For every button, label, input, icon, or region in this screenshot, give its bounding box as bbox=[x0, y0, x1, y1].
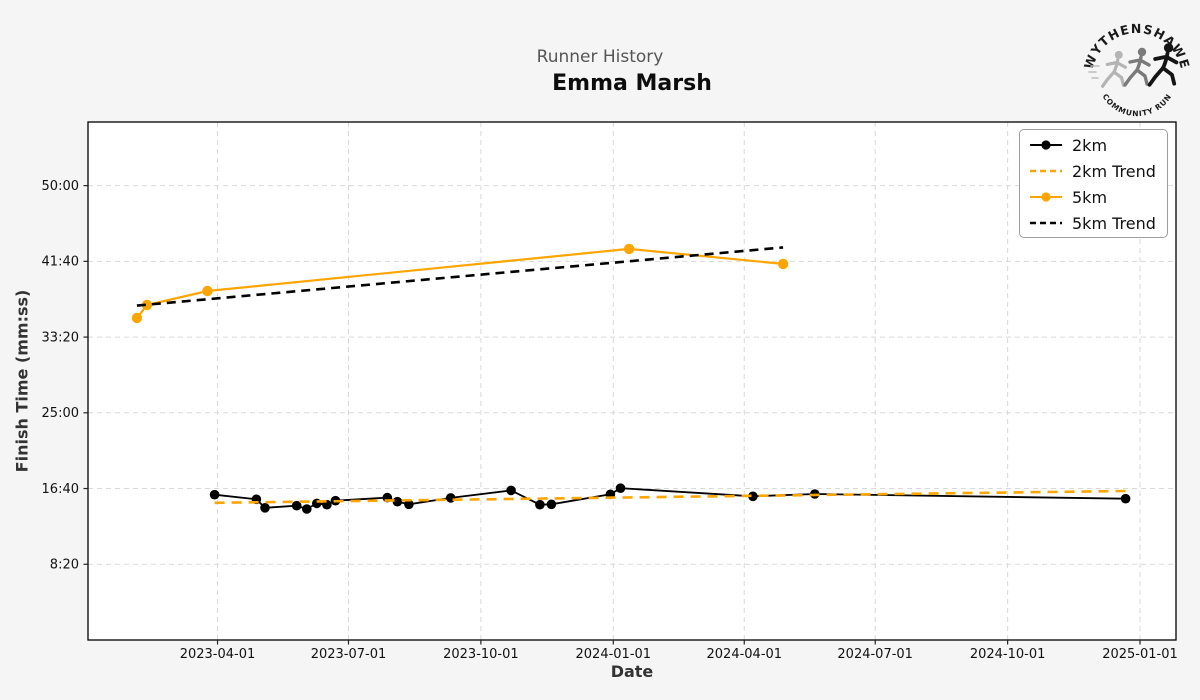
data-point-5km bbox=[202, 285, 213, 297]
data-point-2km bbox=[312, 498, 322, 509]
x-tick-label: 2024-01-01 bbox=[576, 647, 652, 662]
x-axis-label: Date bbox=[610, 662, 654, 681]
legend: 2km 2km Trend 5km 5km Trend bbox=[1019, 129, 1168, 238]
y-tick-label: 25:00 bbox=[42, 406, 79, 421]
data-point-2km bbox=[302, 504, 312, 514]
y-tick-label: 41:40 bbox=[42, 255, 79, 270]
club-logo: WYTHENSHAWE COMMUNITY RUN bbox=[1081, 21, 1192, 118]
y-tick-label: 33:20 bbox=[42, 331, 79, 346]
data-point-2km bbox=[615, 483, 626, 494]
data-point-2km bbox=[260, 503, 270, 513]
data-point-5km bbox=[777, 258, 789, 270]
data-point-2km bbox=[546, 499, 557, 510]
runner-name: Emma Marsh bbox=[552, 71, 712, 96]
data-point-2km bbox=[209, 489, 220, 500]
legend-label: 2km Trend bbox=[1072, 161, 1156, 181]
logo-bottom-arc-text: COMMUNITY RUN bbox=[1101, 92, 1174, 118]
speed-lines-icon bbox=[1088, 65, 1100, 79]
legend-label: 5km Trend bbox=[1072, 213, 1156, 233]
data-point-5km bbox=[141, 299, 153, 311]
legend-sample-2km-trend-icon bbox=[1030, 169, 1062, 173]
legend-sample-5km-trend-icon bbox=[1030, 221, 1062, 225]
x-tick-label: 2024-04-01 bbox=[707, 647, 783, 662]
series-line-5km-trend bbox=[136, 246, 784, 307]
runner-icon-right bbox=[1147, 43, 1179, 87]
data-point-5km bbox=[623, 243, 635, 255]
y-axis-label: Finish Time (mm:ss) bbox=[12, 289, 32, 473]
x-tick-label: 2023-07-01 bbox=[311, 647, 387, 662]
x-tick-label: 2023-04-01 bbox=[180, 647, 256, 662]
plot-area bbox=[88, 122, 1176, 640]
y-tick-label: 50:00 bbox=[42, 179, 79, 194]
runner-icon-middle bbox=[1123, 47, 1151, 87]
data-point-2km bbox=[445, 493, 456, 503]
x-tick-label: 2024-10-01 bbox=[970, 647, 1046, 662]
legend-item-5km: 5km bbox=[1020, 184, 1167, 210]
legend-label: 5km bbox=[1072, 187, 1108, 207]
data-point-2km bbox=[506, 485, 516, 496]
y-tick-label: 16:40 bbox=[42, 482, 79, 497]
legend-sample-5km-icon bbox=[1030, 192, 1062, 202]
legend-item-5km-trend: 5km Trend bbox=[1020, 210, 1167, 236]
data-point-2km bbox=[404, 499, 414, 510]
data-point-5km bbox=[131, 312, 143, 324]
x-tick-label: 2024-07-01 bbox=[837, 647, 913, 662]
x-tick-label: 2025-01-01 bbox=[1102, 647, 1178, 662]
runner-icon-left bbox=[1100, 50, 1128, 88]
chart-title: Runner History bbox=[536, 47, 664, 67]
data-point-2km bbox=[1120, 493, 1131, 504]
data-point-2km bbox=[291, 500, 302, 511]
legend-item-2km-trend: 2km Trend bbox=[1020, 158, 1167, 184]
x-tick-label: 2023-10-01 bbox=[443, 647, 519, 662]
plot-border bbox=[87, 121, 1177, 641]
data-point-2km bbox=[392, 496, 403, 507]
legend-sample-2km-icon bbox=[1030, 140, 1062, 150]
legend-label: 2km bbox=[1072, 135, 1108, 155]
data-point-2km bbox=[535, 499, 545, 510]
y-tick-label: 8:20 bbox=[50, 558, 79, 573]
data-point-2km bbox=[748, 491, 758, 502]
legend-item-2km: 2km bbox=[1020, 132, 1167, 158]
